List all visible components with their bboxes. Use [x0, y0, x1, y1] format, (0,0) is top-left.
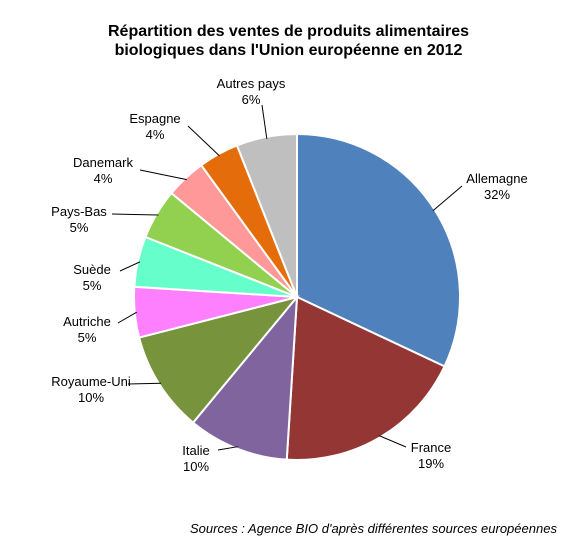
slice-name-label: Autriche	[63, 314, 111, 329]
leader-line	[119, 261, 141, 272]
leader-line	[127, 382, 162, 385]
slice-name-label: Royaume-Uni	[51, 374, 131, 389]
leader-line	[217, 446, 238, 451]
slice-name-label: Allemagne	[466, 171, 527, 186]
slice-name-label: Espagne	[129, 111, 180, 126]
slice-name-label: Pays-Bas	[51, 204, 107, 219]
leader-line	[111, 213, 159, 216]
chart-title: Répartition des ventes de produits alime…	[0, 22, 577, 60]
slice-value-label: 5%	[83, 278, 102, 293]
leader-line	[432, 185, 463, 212]
pie-outline	[133, 133, 461, 461]
slice-value-label: 19%	[418, 456, 444, 471]
leader-line	[139, 169, 187, 181]
slice-name-label: France	[411, 440, 451, 455]
leader-line	[187, 125, 220, 157]
slice-labels: Allemagne32%France19%Italie10%Royaume-Un…	[51, 76, 528, 474]
slice-name-label: Autres pays	[217, 76, 286, 91]
leader-line	[117, 311, 137, 324]
slice-name-label: Italie	[182, 443, 209, 458]
source-note: Sources : Agence BIO d'après différentes…	[190, 521, 557, 536]
chart-title-line-1: Répartition des ventes de produits alime…	[108, 23, 469, 40]
leader-line	[378, 435, 407, 448]
slice-value-label: 10%	[78, 390, 104, 405]
slice-value-label: 4%	[146, 127, 165, 142]
slice-name-label: Danemark	[73, 155, 133, 170]
chart-title-line-2: biologiques dans l'Union européenne en 2…	[114, 42, 463, 59]
slice-name-label: Suède	[73, 262, 111, 277]
slice-value-label: 6%	[242, 92, 261, 107]
leader-line	[261, 104, 268, 139]
slice-value-label: 32%	[484, 187, 510, 202]
pie-slices	[133, 132, 461, 461]
slice-value-label: 5%	[78, 330, 97, 345]
slice-value-label: 10%	[183, 459, 209, 474]
slice-value-label: 4%	[94, 171, 113, 186]
slice-value-label: 5%	[70, 220, 89, 235]
